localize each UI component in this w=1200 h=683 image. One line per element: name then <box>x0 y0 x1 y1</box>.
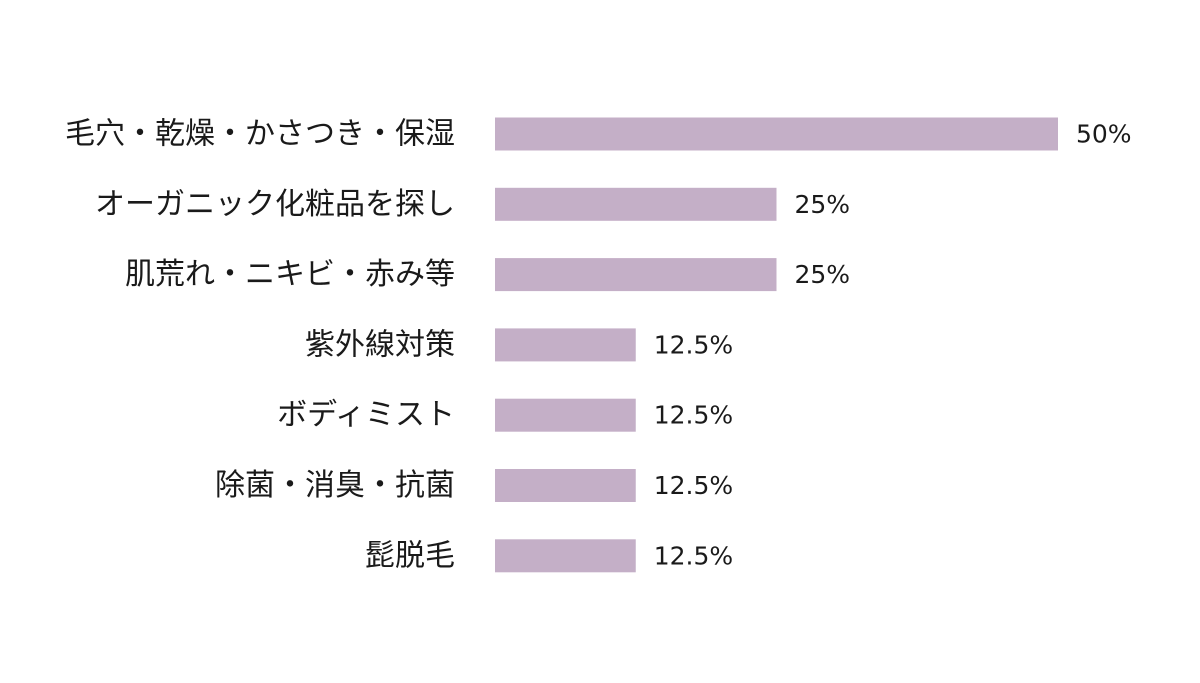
category-label: 髭脱毛 <box>365 538 455 573</box>
value-label: 12.5% <box>654 541 733 570</box>
bar <box>495 328 636 362</box>
category-label: 除菌・消臭・抗菌 <box>215 468 455 503</box>
category-label: ボディミスト <box>277 398 455 433</box>
category-label: 肌荒れ・ニキビ・赤み等 <box>125 257 455 292</box>
value-label: 12.5% <box>654 471 733 500</box>
bar <box>495 187 777 221</box>
value-label: 25% <box>795 260 851 289</box>
value-label: 12.5% <box>654 330 733 359</box>
bars-layer <box>495 117 1058 573</box>
bar <box>495 469 636 502</box>
value-label: 50% <box>1076 120 1132 149</box>
category-labels: 毛穴・乾燥・かさつき・保湿オーガニック化粧品を探し肌荒れ・ニキビ・赤み等紫外線対… <box>65 117 455 574</box>
bar <box>495 117 1058 151</box>
value-label: 12.5% <box>654 401 733 430</box>
category-label: オーガニック化粧品を探し <box>95 187 455 222</box>
value-labels: 50% 25% 25% 12.5% 12.5% 12.5% 12.5% <box>654 120 1132 571</box>
category-label: 紫外線対策 <box>305 327 455 362</box>
category-label: 毛穴・乾燥・かさつき・保湿 <box>65 117 455 152</box>
value-label: 25% <box>795 190 851 219</box>
bar <box>495 398 636 432</box>
bar <box>495 258 777 292</box>
bar <box>495 539 636 573</box>
